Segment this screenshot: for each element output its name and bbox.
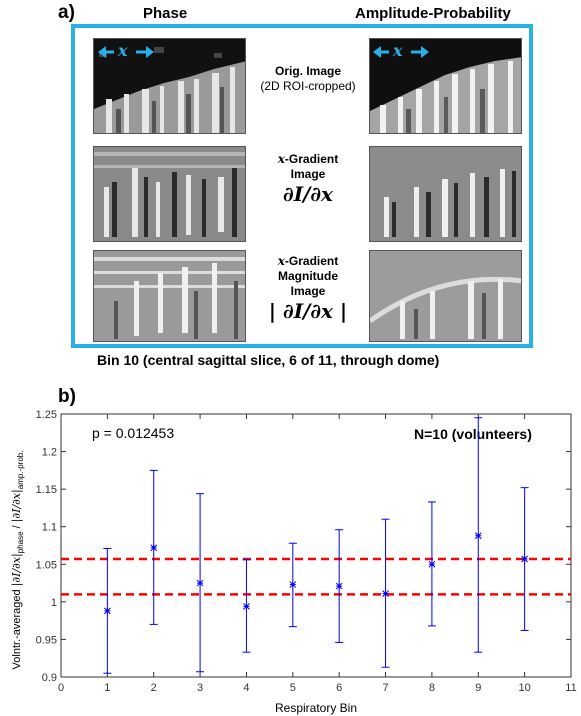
row3-title3: Image — [290, 284, 326, 298]
y-tick-label: 1.05 — [36, 559, 57, 571]
data-point-marker — [521, 555, 528, 563]
row3-label: x-Gradient Magnitude Image | ∂I/∂x | — [248, 254, 368, 323]
phase-gradient-magnitude-image — [93, 250, 246, 342]
data-point-marker — [335, 582, 343, 590]
data-point-marker — [382, 590, 389, 597]
x-tick-label: 11 — [565, 682, 576, 694]
y-tick-label: 1.15 — [36, 484, 57, 496]
row2-math: ∂I/∂x — [283, 182, 333, 206]
y-tick-label: 0.9 — [42, 672, 57, 684]
panel-a-caption: Bin 10 (central sagittal slice, 6 of 11,… — [97, 352, 440, 368]
y-tick-label: 0.95 — [36, 634, 57, 646]
x-tick-label: 1 — [104, 682, 110, 694]
row3-title: -Gradient — [284, 254, 339, 268]
y-tick-label: 1.2 — [42, 447, 57, 459]
x-tick-label: 9 — [475, 682, 481, 694]
svg-text:Volntr.-averaged |∂I/∂x|phase: Volntr.-averaged |∂I/∂x|phase / |∂I/∂x|a… — [10, 451, 25, 670]
data-point-marker — [104, 607, 111, 615]
row3-math: | ∂I/∂x | — [268, 299, 348, 323]
data-point-marker — [243, 603, 250, 610]
x-tick-label: 3 — [197, 682, 203, 694]
y-tick-label: 1.1 — [42, 522, 57, 534]
image-grid-frame — [71, 24, 533, 348]
data-point-marker — [474, 532, 482, 540]
panel-a-label: a) — [58, 2, 75, 23]
arrow-x-label: x — [393, 41, 403, 60]
y-tick-label: 1 — [51, 597, 57, 609]
x-tick-label: 8 — [429, 682, 435, 694]
data-point-marker — [428, 560, 436, 568]
data-point-marker — [196, 579, 204, 587]
x-tick-label: 4 — [243, 682, 249, 694]
row1-subtitle: (2D ROI-cropped) — [260, 79, 356, 93]
column-title-amplitude-probability: Amplitude-Probability — [355, 5, 511, 22]
x-direction-arrow-amplitude: x — [371, 40, 431, 64]
x-direction-arrow-phase: x — [96, 40, 156, 64]
amplitude-gradient-magnitude-image — [369, 250, 522, 342]
x-axis-label: Respiratory Bin — [275, 701, 357, 715]
arrow-x-label: x — [118, 41, 128, 60]
x-tick-label: 10 — [519, 682, 531, 694]
y-tick-label: 1.25 — [36, 409, 57, 421]
row2-title: -Gradient — [284, 152, 339, 166]
amplitude-gradient-image — [369, 146, 522, 242]
row2-var: x — [277, 152, 285, 166]
chart-annotation-n: N=10 (volunteers) — [414, 426, 532, 442]
double-arrow-icon — [98, 46, 154, 58]
x-tick-label: 7 — [382, 682, 388, 694]
column-title-phase: Phase — [143, 5, 188, 22]
phase-original-image — [93, 38, 246, 134]
x-tick-label: 6 — [336, 682, 342, 694]
phase-gradient-image — [93, 146, 246, 242]
row2-title2: Image — [290, 167, 326, 181]
amplitude-original-image — [369, 38, 522, 134]
y-axis-label: Volntr.-averaged |∂I/∂x|phase / |∂I/∂x|a… — [10, 451, 25, 670]
double-arrow-icon — [373, 46, 429, 58]
plot-area-frame — [60, 413, 572, 678]
data-point-marker — [150, 544, 158, 552]
data-point-marker — [289, 581, 297, 588]
error-bar-chart: p = 0.012453 N=10 (volunteers) Respirato… — [10, 409, 577, 715]
x-tick-label: 0 — [58, 682, 64, 694]
row1-title: Orig. Image — [274, 64, 342, 78]
row2-label: x-Gradient Image ∂I/∂x — [248, 152, 368, 206]
chart-annotation-p: p = 0.012453 — [92, 425, 174, 441]
row3-title2: Magnitude — [278, 269, 338, 283]
x-tick-label: 2 — [151, 682, 157, 694]
x-tick-label: 5 — [290, 682, 296, 694]
panel-b-label: b) — [58, 386, 76, 407]
row3-var: x — [277, 254, 285, 268]
row1-label: Orig. Image (2D ROI-cropped) — [248, 64, 368, 93]
